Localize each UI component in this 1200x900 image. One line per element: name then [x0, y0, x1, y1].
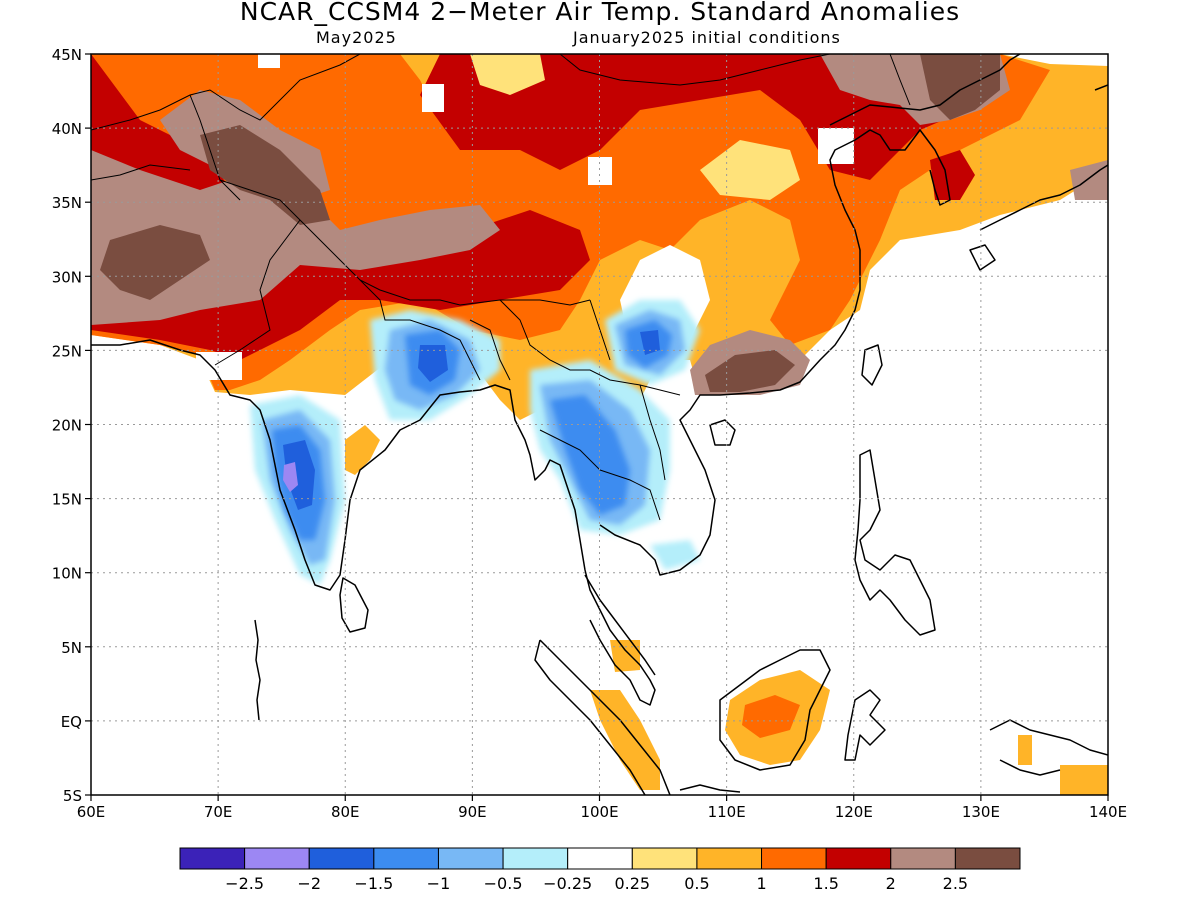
coastline-new-guinea — [989, 719, 1108, 776]
y-tick-label: 20N — [52, 417, 82, 435]
colorbar-swatch — [954, 847, 1021, 870]
x-tick-label: 90E — [458, 803, 487, 821]
y-tick-label: 30N — [52, 268, 82, 286]
anomaly-region-warm-india-east-coast — [345, 425, 380, 475]
x-tick-label: 80E — [331, 803, 360, 821]
coastline-malay — [584, 574, 656, 676]
y-tick-label: 45N — [52, 46, 82, 64]
y-tick-label: 15N — [52, 491, 82, 509]
anomaly-region-cool3-indochina — [550, 395, 630, 515]
anomaly-region-darkbrown-west — [100, 125, 330, 300]
colorbar-swatch — [244, 847, 310, 870]
border-lines — [91, 54, 911, 521]
coastline-sri-lanka — [339, 577, 369, 633]
coastline-maldives — [254, 619, 261, 721]
y-tick-label: 5N — [61, 639, 82, 657]
colorbar: −2.5 −2 −1.5 −1 −0.5 −0.25 0.25 0.5 1 1.5 2 2.5 — [179, 847, 1021, 893]
colorbar-swatch — [179, 847, 246, 870]
colorbar-label: 1 — [756, 874, 766, 893]
x-tick-label: 120E — [835, 803, 873, 821]
x-tick-label: 130E — [962, 803, 1000, 821]
x-tick-label: 140E — [1089, 803, 1127, 821]
colorbar-label: 2 — [886, 874, 896, 893]
anomaly-region-cool5-india — [283, 462, 298, 492]
anomaly-region-cool-mekong-delta — [650, 540, 700, 570]
missing-data-cell — [258, 54, 280, 68]
x-tick-label: 110E — [708, 803, 746, 821]
anomaly-region-darkbrown-south-china — [705, 350, 795, 392]
y-tick-label: 5S — [63, 787, 82, 805]
anomaly-region-warm-new-guinea — [1018, 735, 1108, 795]
colorbar-label: 2.5 — [943, 874, 968, 893]
y-axis-ticks: 45N 40N 35N 30N 25N 20N 15N 10N 5N EQ 5S — [52, 46, 91, 805]
y-tick-label: 10N — [52, 565, 82, 583]
initial-conditions-label: January2025 initial conditions — [573, 28, 841, 47]
coastline-hainan — [709, 419, 736, 446]
anomaly-region-yellow-east — [700, 140, 800, 200]
anomaly-region-yellow-north — [470, 54, 545, 95]
coastline-borneo — [719, 649, 831, 771]
coastline-philippines — [854, 449, 936, 636]
country-borders — [91, 54, 911, 521]
coastline-indochina — [599, 129, 951, 576]
x-tick-label: 100E — [580, 803, 618, 821]
missing-data-cell — [818, 128, 854, 164]
anomaly-region-orange-borneo — [742, 695, 800, 738]
colorbar-label: −0.5 — [484, 874, 523, 893]
coastline-java — [679, 784, 741, 793]
colorbar-swatch — [761, 847, 827, 870]
anomaly-region-brown-ne — [820, 54, 1108, 200]
colorbar-swatch — [890, 847, 956, 870]
colorbar-swatch — [825, 847, 892, 870]
anomaly-region-warm-sumatra — [590, 640, 660, 790]
coastline-taiwan — [861, 344, 883, 386]
y-tick-label: EQ — [61, 713, 82, 731]
colorbar-label: −0.25 — [543, 874, 592, 893]
colorbar-swatch — [437, 847, 504, 870]
coastlines — [91, 54, 1108, 795]
colorbar-label: 1.5 — [813, 874, 838, 893]
x-tick-label: 70E — [204, 803, 233, 821]
colorbar-swatch — [696, 847, 763, 870]
colorbar-label: −2.5 — [225, 874, 264, 893]
coastline-sulawesi — [844, 689, 886, 761]
colorbar-label: 0.5 — [684, 874, 709, 893]
coastline-china-north — [829, 54, 1021, 126]
anomaly-region-darkbrown-ne — [920, 54, 1000, 120]
coastline-arabia-india — [91, 339, 656, 706]
colorbar-swatch — [373, 847, 439, 870]
coastline-sumatra — [534, 639, 671, 795]
colorbar-swatch — [308, 847, 375, 870]
y-tick-label: 35N — [52, 194, 82, 212]
x-axis-ticks: 60E 70E 80E 90E 100E 110E 120E 130E 140E — [77, 795, 1127, 821]
missing-data-cell — [422, 84, 444, 112]
map-title: NCAR_CCSM4 2−Meter Air Temp. Standard An… — [239, 0, 961, 26]
gridlines — [91, 54, 1108, 795]
anomaly-region-red — [91, 54, 1000, 360]
coastline-japan — [969, 84, 1108, 271]
forecast-month: May2025 — [316, 28, 397, 47]
colorbar-label: −1 — [427, 874, 451, 893]
colorbar-swatch — [631, 847, 698, 870]
colorbar-label: −1.5 — [354, 874, 393, 893]
colorbar-swatch — [567, 847, 633, 870]
colorbar-label: 0.25 — [614, 874, 650, 893]
colorbar-label: −2 — [297, 874, 321, 893]
anomaly-field — [91, 54, 1108, 795]
colorbar-swatch — [502, 847, 569, 870]
y-tick-label: 25N — [52, 342, 82, 360]
y-tick-label: 40N — [52, 120, 82, 138]
x-tick-label: 60E — [77, 803, 106, 821]
